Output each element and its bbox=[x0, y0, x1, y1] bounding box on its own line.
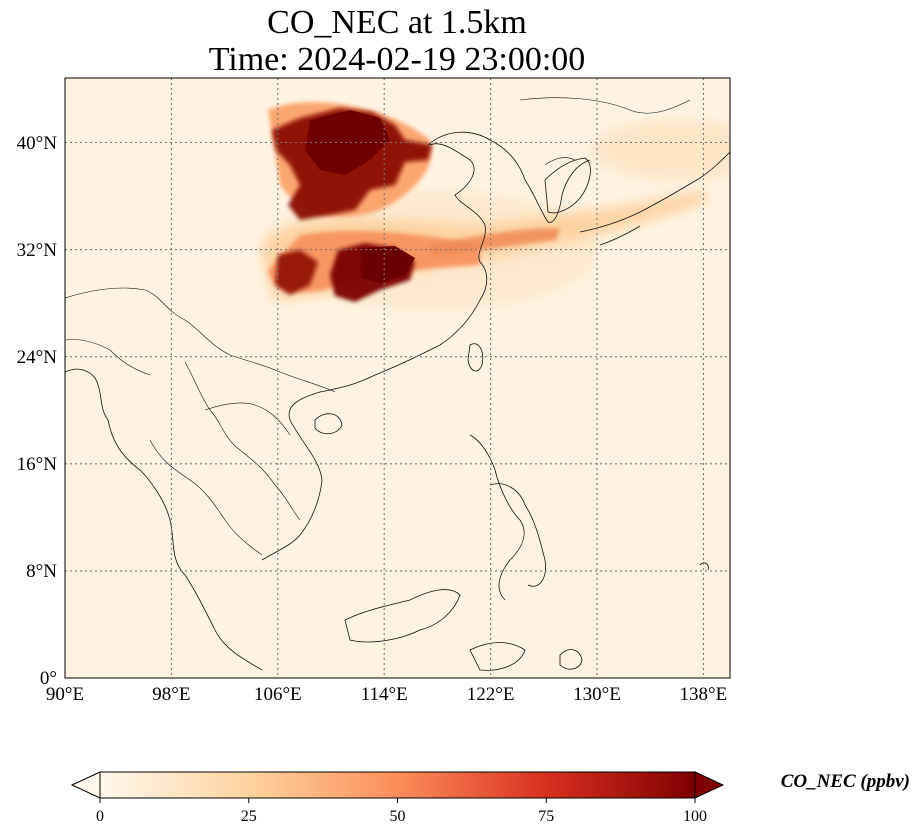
x-tick-label: 114°E bbox=[361, 684, 408, 705]
gridlines bbox=[65, 78, 730, 678]
map-title-line2: Time: 2024-02-19 23:00:00 bbox=[209, 41, 586, 78]
x-tick-label: 90°E bbox=[46, 684, 84, 705]
colorbar-tick-label: 75 bbox=[538, 808, 554, 825]
colorbar-extend-max bbox=[694, 771, 725, 799]
y-tick-label: 8°N bbox=[26, 561, 57, 582]
y-tick-label: 0° bbox=[40, 668, 57, 689]
x-tick-labels: 90°E 98°E 106°E 114°E 122°E 130°E 138°E bbox=[46, 684, 727, 705]
colorbar: 0 25 50 75 100 CO_NEC (ppbv) bbox=[70, 771, 910, 825]
colorbar-extend-min bbox=[70, 771, 101, 799]
x-tick-label: 130°E bbox=[573, 684, 621, 705]
map-panel bbox=[64, 77, 731, 679]
colorbar-tick-label: 25 bbox=[241, 808, 257, 825]
y-tick-label: 16°N bbox=[17, 454, 58, 475]
map-frame bbox=[64, 77, 731, 679]
map-title-line1: CO_NEC at 1.5km bbox=[267, 4, 527, 41]
country-borders bbox=[65, 97, 691, 556]
concentration-field bbox=[260, 102, 730, 310]
coastlines bbox=[65, 131, 730, 671]
colorbar-tick-label: 100 bbox=[683, 808, 707, 825]
y-tick-labels: 0° 8°N 16°N 24°N 32°N 40°N bbox=[17, 133, 58, 689]
colorbar-tick-label: 0 bbox=[96, 808, 104, 825]
x-tick-label: 122°E bbox=[467, 684, 515, 705]
x-tick-label: 106°E bbox=[254, 684, 302, 705]
colorbar-bar bbox=[99, 771, 696, 799]
x-tick-label: 98°E bbox=[152, 684, 190, 705]
y-tick-label: 24°N bbox=[17, 347, 58, 368]
x-tick-label: 138°E bbox=[680, 684, 728, 705]
colorbar-tick-label: 50 bbox=[390, 808, 406, 825]
y-tick-label: 40°N bbox=[17, 133, 58, 154]
colorbar-label: CO_NEC (ppbv) bbox=[781, 771, 910, 792]
y-tick-label: 32°N bbox=[17, 240, 58, 261]
